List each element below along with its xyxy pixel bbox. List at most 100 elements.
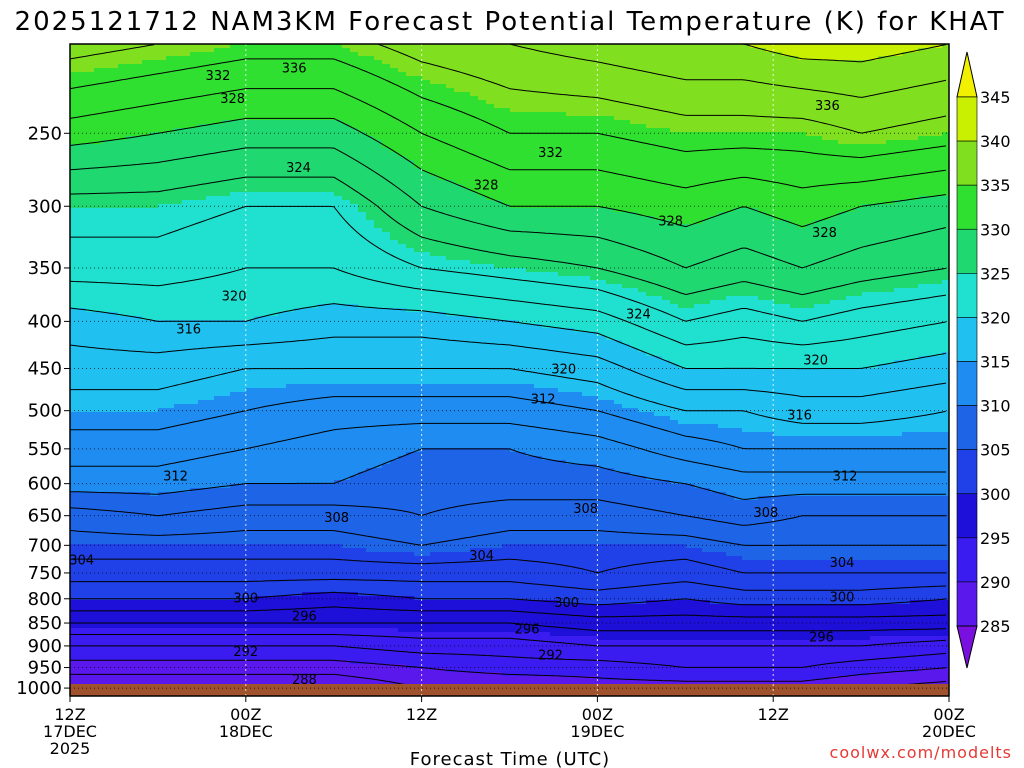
heatmap-cell xyxy=(222,148,231,153)
heatmap-cell xyxy=(174,472,183,477)
heatmap-cell xyxy=(190,564,199,569)
heatmap-cell xyxy=(198,356,207,361)
heatmap-cell xyxy=(70,504,79,509)
heatmap-cell xyxy=(182,592,191,597)
heatmap-cell xyxy=(294,476,303,481)
heatmap-cell xyxy=(238,460,247,465)
heatmap-cell xyxy=(182,580,191,585)
heatmap-cell xyxy=(142,664,151,669)
heatmap-cell xyxy=(70,364,79,369)
heatmap-cell xyxy=(294,392,303,397)
heatmap-cell xyxy=(102,116,111,121)
heatmap-cell xyxy=(214,396,223,401)
heatmap-cell xyxy=(134,248,143,253)
heatmap-cell xyxy=(142,520,151,525)
heatmap-cell xyxy=(238,376,247,381)
heatmap-cell xyxy=(86,48,95,53)
heatmap-cell xyxy=(102,460,111,465)
heatmap-cell xyxy=(230,660,239,665)
heatmap-cell xyxy=(102,220,111,225)
heatmap-cell xyxy=(86,420,95,425)
heatmap-cell xyxy=(278,600,287,605)
heatmap-cell xyxy=(246,316,255,321)
heatmap-cell xyxy=(198,360,207,365)
heatmap-cell xyxy=(294,624,303,629)
heatmap-cell xyxy=(190,132,199,137)
heatmap-cell xyxy=(126,540,135,545)
heatmap-cell xyxy=(110,592,119,597)
heatmap-cell xyxy=(214,140,223,145)
heatmap-cell xyxy=(134,364,143,369)
heatmap-cell xyxy=(118,312,127,317)
heatmap-cell xyxy=(110,352,119,357)
heatmap-cell xyxy=(286,564,295,569)
heatmap-cell xyxy=(94,308,103,313)
heatmap-cell xyxy=(126,416,135,421)
heatmap-cell xyxy=(174,592,183,597)
heatmap-cell xyxy=(102,676,111,681)
heatmap-cell xyxy=(166,560,175,565)
heatmap-cell xyxy=(78,556,87,561)
heatmap-cell xyxy=(254,304,263,309)
heatmap-cell xyxy=(230,312,239,317)
heatmap-cell xyxy=(174,576,183,581)
heatmap-cell xyxy=(86,336,95,341)
heatmap-cell xyxy=(86,184,95,189)
heatmap-cell xyxy=(166,244,175,249)
heatmap-cell xyxy=(230,316,239,321)
heatmap-cell xyxy=(70,108,79,113)
heatmap-cell xyxy=(230,668,239,673)
heatmap-cell xyxy=(118,152,127,157)
heatmap-cell xyxy=(302,308,311,313)
heatmap-cell xyxy=(254,308,263,313)
heatmap-cell xyxy=(262,48,271,53)
heatmap-cell xyxy=(254,536,263,541)
heatmap-cell xyxy=(126,620,135,625)
heatmap-cell xyxy=(102,188,111,193)
heatmap-cell xyxy=(310,424,319,429)
heatmap-cell xyxy=(222,192,231,197)
heatmap-cell xyxy=(110,668,119,673)
heatmap-cell xyxy=(86,64,95,69)
heatmap-cell xyxy=(214,240,223,245)
heatmap-cell xyxy=(134,588,143,593)
heatmap-cell xyxy=(206,120,215,125)
heatmap-cell xyxy=(254,388,263,393)
heatmap-cell xyxy=(110,460,119,465)
heatmap-cell xyxy=(254,64,263,69)
heatmap-cell xyxy=(222,520,231,525)
heatmap-cell xyxy=(294,552,303,557)
heatmap-cell xyxy=(230,264,239,269)
heatmap-cell xyxy=(174,620,183,625)
heatmap-cell xyxy=(150,284,159,289)
heatmap-cell xyxy=(246,664,255,669)
heatmap-cell xyxy=(150,536,159,541)
heatmap-cell xyxy=(166,388,175,393)
heatmap-cell xyxy=(214,100,223,105)
heatmap-cell xyxy=(286,356,295,361)
heatmap-cell xyxy=(70,624,79,629)
heatmap-cell xyxy=(166,340,175,345)
heatmap-cell xyxy=(246,224,255,229)
heatmap-cell xyxy=(278,556,287,561)
heatmap-cell xyxy=(246,172,255,177)
heatmap-cell xyxy=(238,180,247,185)
heatmap-cell xyxy=(134,220,143,225)
heatmap-cell xyxy=(278,476,287,481)
heatmap-cell xyxy=(254,452,263,457)
heatmap-cell xyxy=(262,124,271,129)
heatmap-cell xyxy=(262,524,271,529)
heatmap-cell xyxy=(118,60,127,65)
heatmap-cell xyxy=(214,336,223,341)
heatmap-cell xyxy=(102,128,111,133)
heatmap-cell xyxy=(94,364,103,369)
heatmap-cell xyxy=(310,428,319,433)
heatmap-cell xyxy=(94,212,103,217)
heatmap-cell xyxy=(222,588,231,593)
heatmap-cell xyxy=(206,104,215,109)
heatmap-cell xyxy=(174,444,183,449)
heatmap-cell xyxy=(158,88,167,93)
heatmap-cell xyxy=(310,300,319,305)
heatmap-cell xyxy=(222,512,231,517)
heatmap-cell xyxy=(246,160,255,165)
